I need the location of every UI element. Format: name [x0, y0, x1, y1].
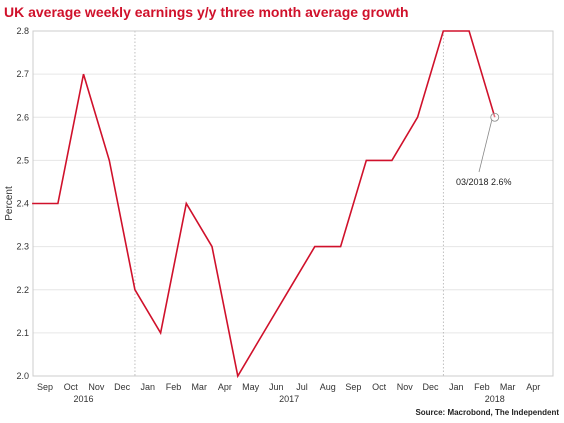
chart-title: UK average weekly earnings y/y three mon…	[4, 4, 409, 20]
x-tick-label: Apr	[218, 382, 232, 392]
y-tick-label: 2.3	[16, 242, 29, 252]
source-note: Source: Macrobond, The Independent	[415, 408, 559, 417]
y-tick-label: 2.2	[16, 285, 29, 295]
annotation-marker	[490, 112, 500, 122]
x-tick-label: Oct	[64, 382, 79, 392]
year-label: 2018	[485, 394, 505, 404]
x-tick-label: May	[242, 382, 260, 392]
year-dividers	[134, 31, 444, 376]
x-tick-label: Dec	[422, 382, 439, 392]
y-tick-label: 2.5	[16, 155, 29, 165]
series-points	[32, 30, 495, 377]
annotation-leader	[478, 120, 493, 173]
y-tick-label: 2.8	[16, 26, 29, 36]
x-tick-label: Jan	[141, 382, 156, 392]
year-label: 2017	[279, 394, 299, 404]
x-tick-label: Mar	[191, 382, 207, 392]
x-tick-label: Aug	[320, 382, 336, 392]
y-axis-ticks: 2.0 2.1 2.2 2.3 2.4 2.5 2.6 2.7 2.8	[16, 26, 29, 381]
y-tick-label: 2.0	[16, 371, 29, 381]
x-tick-label: Feb	[474, 382, 490, 392]
x-tick-label: Sep	[345, 382, 361, 392]
y-tick-label: 2.1	[16, 328, 29, 338]
y-tick-label: 2.6	[16, 112, 29, 122]
x-tick-label: Jul	[296, 382, 308, 392]
x-tick-label: Dec	[114, 382, 131, 392]
year-labels: 2016 2017 2018	[74, 394, 505, 404]
y-tick-label: 2.7	[16, 69, 29, 79]
x-tick-label: Jun	[269, 382, 284, 392]
x-tick-label: Nov	[88, 382, 105, 392]
y-axis-label: Percent	[4, 186, 15, 221]
series-line	[32, 30, 496, 379]
x-tick-label: Feb	[166, 382, 182, 392]
grid	[33, 73, 553, 334]
x-tick-label: Nov	[397, 382, 414, 392]
x-tick-label: Apr	[526, 382, 540, 392]
x-tick-label: Mar	[500, 382, 516, 392]
x-tick-label: Oct	[372, 382, 387, 392]
x-axis-ticks: Sep Oct Nov Dec Jan Feb Mar Apr May Jun Jul Aug Sep O…	[37, 382, 540, 392]
x-tick-label: Jan	[449, 382, 464, 392]
year-label: 2016	[74, 394, 94, 404]
annotation-label: 03/2018 2.6%	[456, 177, 512, 187]
y-tick-label: 2.4	[16, 199, 29, 209]
x-tick-label: Sep	[37, 382, 53, 392]
